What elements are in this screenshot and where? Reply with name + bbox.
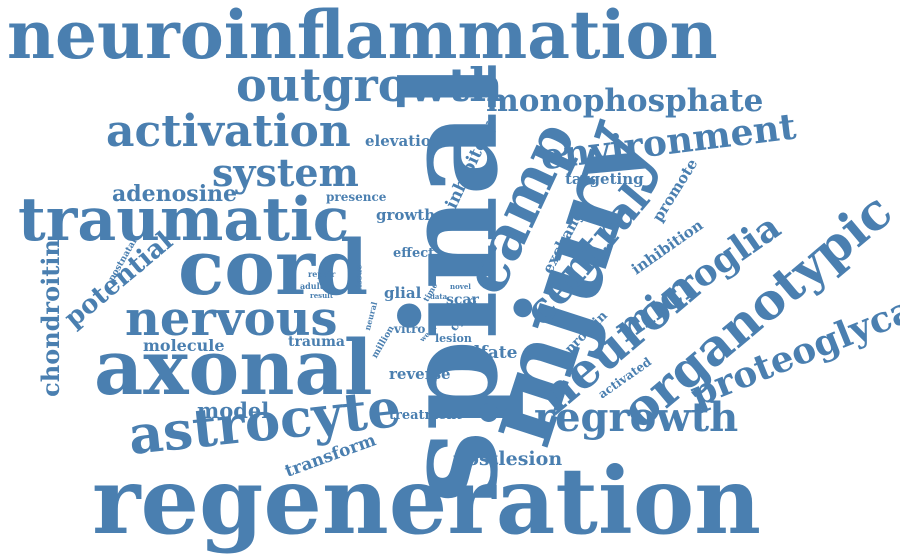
word: reverse (389, 365, 451, 383)
word: sulfate (452, 343, 518, 363)
word: result (310, 291, 334, 300)
word: chondroitin (35, 239, 65, 397)
word: monophosphate (486, 83, 764, 119)
word: glial (384, 284, 422, 302)
word: molecule (143, 336, 225, 355)
word: scar (446, 292, 479, 308)
word: outgrowth (236, 58, 503, 112)
word: postlesion (453, 448, 563, 470)
word: model (197, 398, 270, 423)
word: novel (450, 282, 471, 291)
word: axonal (94, 323, 373, 412)
word: nervous (125, 291, 338, 347)
word: targeting (565, 170, 644, 188)
word: presence (326, 190, 387, 204)
word: repair (308, 269, 336, 279)
word: trauma (288, 334, 345, 350)
word: neuroinflammation (7, 0, 718, 74)
word: effect (393, 246, 435, 261)
word: system (212, 150, 359, 195)
word: treatment (389, 408, 463, 423)
word: adult (300, 281, 324, 291)
word: traumatic (18, 185, 350, 255)
word: adenosine (112, 181, 238, 207)
word: regrowth (534, 394, 739, 441)
word: tissue (353, 264, 364, 292)
word: data (430, 292, 448, 301)
word: vitro (394, 322, 426, 336)
word: regeneration (92, 447, 762, 555)
word: growth (376, 206, 436, 224)
word: lesion (435, 332, 472, 345)
word: activation (106, 106, 351, 157)
word: elevation (365, 132, 442, 150)
word: cord (178, 223, 369, 312)
